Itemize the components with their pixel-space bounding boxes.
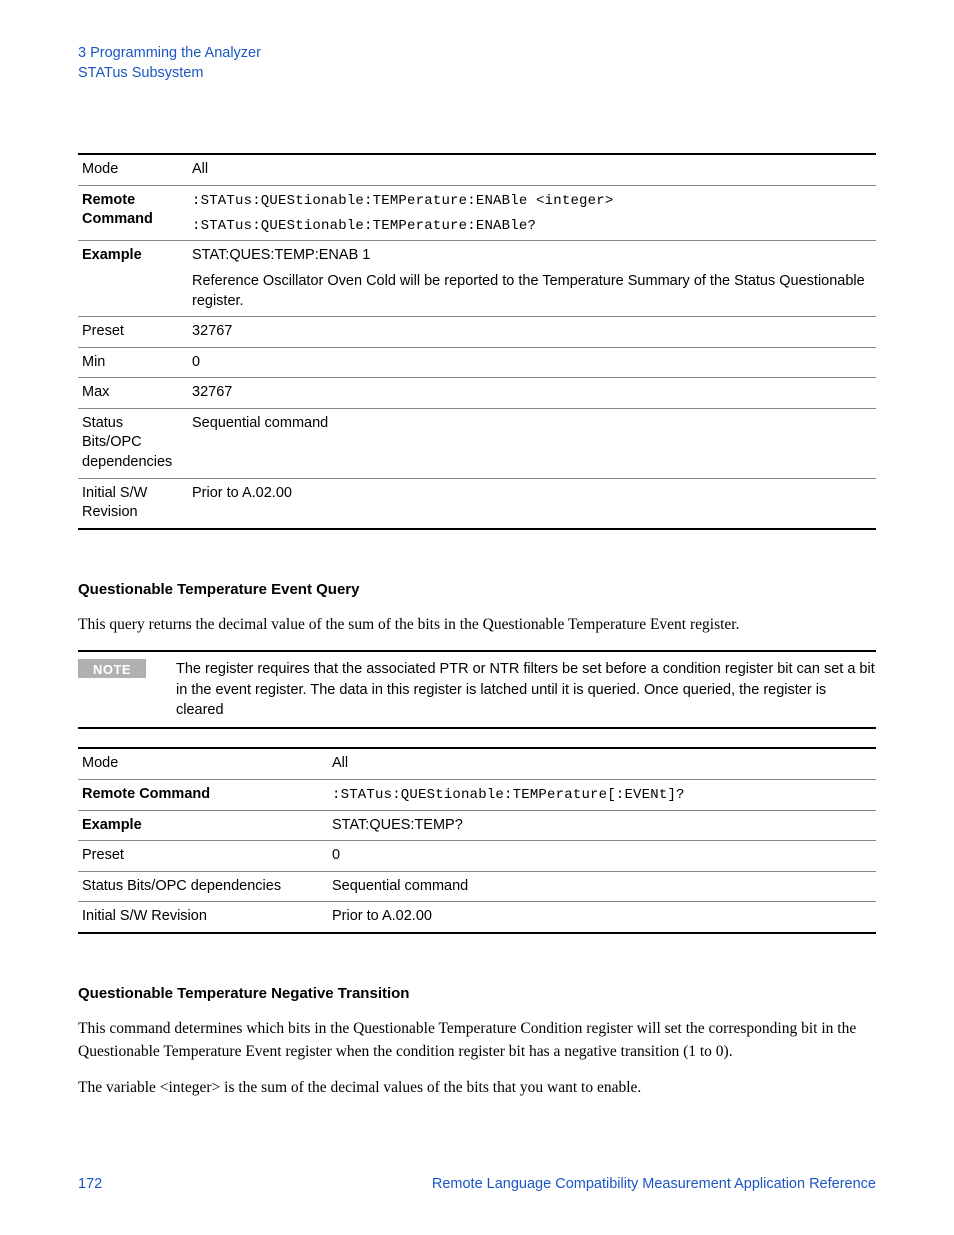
note-text: The register requires that the associate…	[176, 659, 876, 720]
table-row-label: Min	[78, 347, 188, 378]
table-row-label: Max	[78, 378, 188, 409]
table-value-line: 0	[332, 847, 340, 863]
table-value-line: 32767	[192, 384, 232, 400]
table-value-line: :STATus:QUEStionable:TEMPerature[:EVENt]…	[332, 787, 685, 803]
table-row-label: Preset	[78, 841, 328, 872]
command-table-1: ModeAllRemote Command:STATus:QUEStionabl…	[78, 153, 876, 530]
table-row-value: Sequential command	[328, 871, 876, 902]
table-value-line: Sequential command	[332, 878, 468, 894]
table-row-label: Status Bits/OPC dependencies	[78, 871, 328, 902]
table-row-value: :STATus:QUEStionable:TEMPerature[:EVENt]…	[328, 779, 876, 810]
table-row-value: STAT:QUES:TEMP:ENAB 1 Reference Oscillato…	[188, 241, 876, 317]
section-heading-event-query: Questionable Temperature Event Query	[78, 580, 876, 600]
table-row-value: STAT:QUES:TEMP?	[328, 810, 876, 841]
page-footer: 172 Remote Language Compatibility Measur…	[78, 1175, 876, 1195]
table-row-value: 32767	[188, 317, 876, 348]
table-row-label: Initial S/W Revision	[78, 902, 328, 933]
table-row-label: Mode	[78, 748, 328, 779]
table-value-line: :STATus:QUEStionable:TEMPerature:ENABle?	[192, 217, 872, 236]
table-row-value: 32767	[188, 378, 876, 409]
footer-page-number: 172	[78, 1175, 102, 1195]
table-row-value: All	[188, 154, 876, 185]
table-value-line: Prior to A.02.00	[332, 908, 432, 924]
table-row-value: :STATus:QUEStionable:TEMPerature:ENABle …	[188, 185, 876, 241]
table-row-label: Initial S/W Revision	[78, 478, 188, 529]
table-row-label: Example	[78, 241, 188, 317]
table-value-line: All	[192, 161, 208, 177]
note-label: NOTE	[78, 659, 146, 678]
table-row-label: Remote Command	[78, 779, 328, 810]
section-heading-neg-transition: Questionable Temperature Negative Transi…	[78, 984, 876, 1004]
header-chapter: 3 Programming the Analyzer	[78, 44, 876, 64]
table-row-label: Status Bits/OPC dependencies	[78, 408, 188, 478]
table-row-value: 0	[328, 841, 876, 872]
table-row-label: Mode	[78, 154, 188, 185]
table-row-label: Remote Command	[78, 185, 188, 241]
table-row-value: Prior to A.02.00	[188, 478, 876, 529]
table-value-line: Sequential command	[192, 415, 328, 431]
table-row-value: Sequential command	[188, 408, 876, 478]
body-text-event-query: This query returns the decimal value of …	[78, 614, 876, 636]
table-value-line: STAT:QUES:TEMP:ENAB 1	[192, 247, 370, 263]
header-subsystem: STATus Subsystem	[78, 64, 876, 84]
table-value-line: STAT:QUES:TEMP?	[332, 817, 463, 833]
command-table-2: ModeAllRemote Command:STATus:QUEStionabl…	[78, 747, 876, 934]
table-row-value: Prior to A.02.00	[328, 902, 876, 933]
body-text-neg-transition-1: This command determines which bits in th…	[78, 1018, 876, 1063]
table-value-line: 32767	[192, 323, 232, 339]
table-value-line: Prior to A.02.00	[192, 485, 292, 501]
table-value-line: All	[332, 755, 348, 771]
table-row-value: 0	[188, 347, 876, 378]
page-header: 3 Programming the Analyzer STATus Subsys…	[78, 44, 876, 83]
table-value-line: :STATus:QUEStionable:TEMPerature:ENABle …	[192, 193, 613, 209]
table-value-line: Reference Oscillator Oven Cold will be r…	[192, 272, 872, 311]
body-text-neg-transition-2: The variable <integer> is the sum of the…	[78, 1077, 876, 1099]
table-row-value: All	[328, 748, 876, 779]
table-row-label: Example	[78, 810, 328, 841]
footer-doc-title: Remote Language Compatibility Measuremen…	[432, 1175, 876, 1195]
table-row-label: Preset	[78, 317, 188, 348]
note-block: NOTE The register requires that the asso…	[78, 650, 876, 729]
table-value-line: 0	[192, 354, 200, 370]
